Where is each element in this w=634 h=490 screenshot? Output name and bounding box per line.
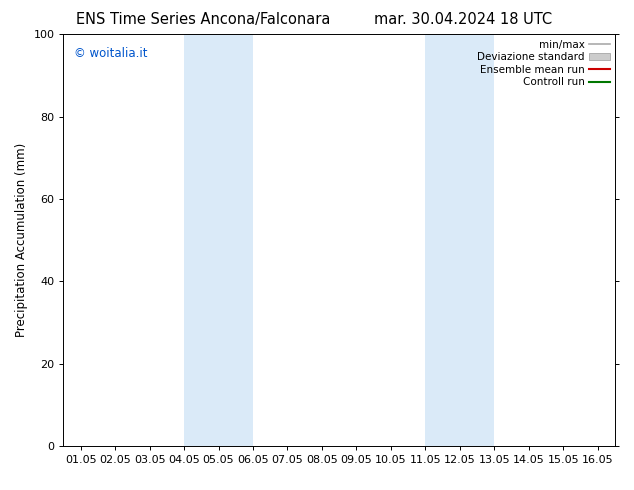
Y-axis label: Precipitation Accumulation (mm): Precipitation Accumulation (mm) — [15, 143, 28, 337]
Text: ENS Time Series Ancona/Falconara: ENS Time Series Ancona/Falconara — [75, 12, 330, 27]
Bar — [184, 34, 253, 446]
Text: © woitalia.it: © woitalia.it — [74, 47, 148, 60]
Bar — [425, 34, 495, 446]
Text: mar. 30.04.2024 18 UTC: mar. 30.04.2024 18 UTC — [374, 12, 552, 27]
Legend: min/max, Deviazione standard, Ensemble mean run, Controll run: min/max, Deviazione standard, Ensemble m… — [476, 37, 612, 89]
